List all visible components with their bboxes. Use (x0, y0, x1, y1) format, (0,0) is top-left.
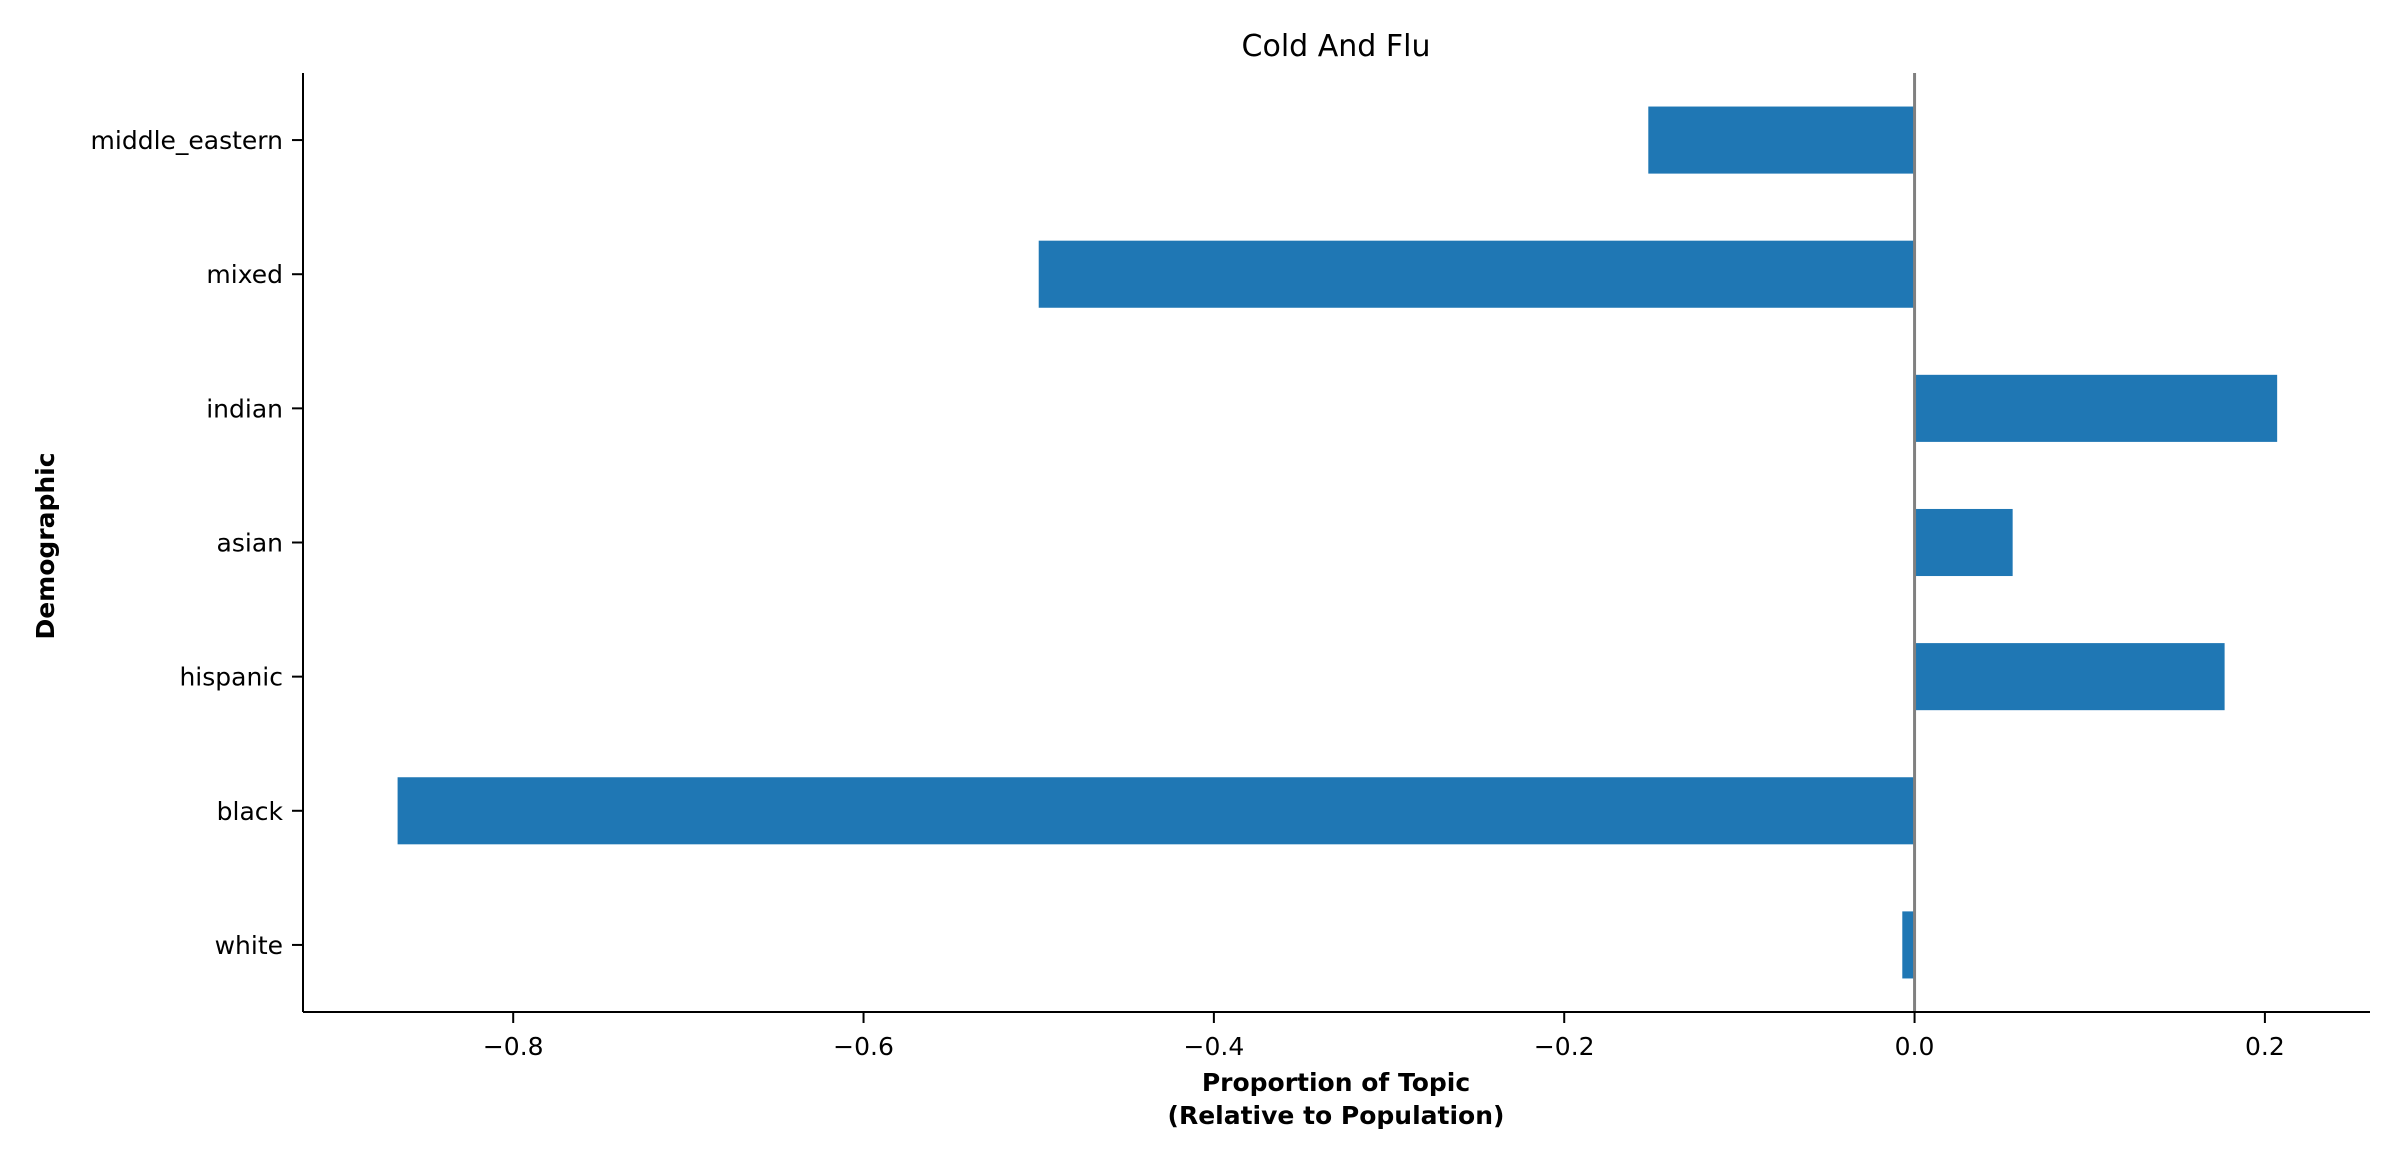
y-axis-ticks: white black hispanic asian indian mixed middle… (91, 126, 303, 960)
x-axis-ticks: −0.8 −0.6 −0.4 −0.2 0.0 0.2 (483, 1012, 2285, 1061)
bar-indian (1914, 374, 2278, 442)
bars-layer (397, 106, 2278, 979)
y-tick-label-middle_eastern: middle_eastern (91, 126, 283, 155)
x-tick-label-5: 0.2 (2245, 1032, 2285, 1061)
y-tick-label-white: white (215, 931, 283, 960)
y-tick-label-indian: indian (206, 394, 283, 423)
x-tick-label-3: −0.2 (1534, 1032, 1595, 1061)
bar-middle_eastern (1648, 106, 1915, 174)
y-tick-label-hispanic: hispanic (179, 663, 283, 692)
y-tick-label-asian: asian (217, 529, 283, 558)
bar-hispanic (1914, 643, 2225, 711)
y-tick-label-mixed: mixed (206, 260, 283, 289)
bar-white (1902, 911, 1915, 979)
x-tick-label-0: −0.8 (483, 1032, 544, 1061)
x-tick-label-4: 0.0 (1895, 1032, 1935, 1061)
chart-title: Cold And Flu (1242, 29, 1431, 64)
x-tick-label-2: −0.4 (1184, 1032, 1245, 1061)
y-tick-label-black: black (217, 797, 284, 826)
bar-mixed (1038, 240, 1915, 308)
x-axis-title-line-1: Proportion of Topic (1202, 1068, 1470, 1097)
x-tick-label-1: −0.6 (833, 1032, 894, 1061)
y-axis-title: Demographic (31, 452, 60, 639)
x-axis-title-line-2: (Relative to Population) (1168, 1101, 1505, 1130)
bar-black (397, 777, 1915, 845)
bar-asian (1914, 508, 2013, 577)
